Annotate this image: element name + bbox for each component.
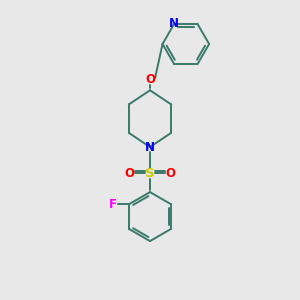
Text: S: S — [145, 167, 155, 180]
Text: O: O — [165, 167, 175, 180]
Text: F: F — [109, 198, 117, 211]
Text: N: N — [169, 17, 179, 30]
Text: N: N — [145, 140, 155, 154]
Text: O: O — [125, 167, 135, 180]
Text: O: O — [145, 73, 155, 86]
